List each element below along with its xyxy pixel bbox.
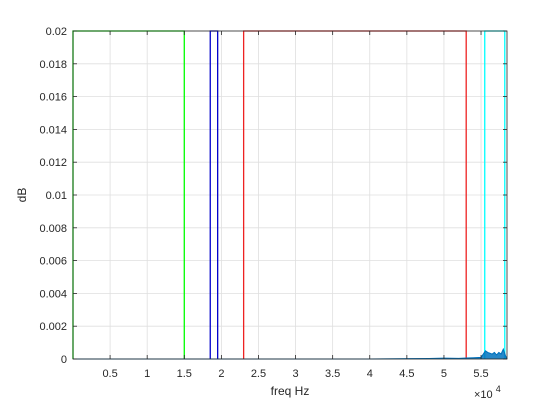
- x-axis-exponent-power: 4: [496, 384, 501, 394]
- y-tick-label: 0.008: [39, 223, 67, 235]
- y-axis: 0 0.002 0.004 0.006 0.008 0.01 0.012 0.014 0.016…: [39, 26, 507, 366]
- y-tick-label: 0: [61, 354, 67, 366]
- x-axis: 0.5 1 1.5 2 2.5 3 3.5 4 4.5 5 5.5: [102, 31, 489, 380]
- x-tick-label: 1.5: [177, 368, 192, 380]
- y-tick-label: 0.012: [39, 157, 67, 169]
- y-tick-label: 0.016: [39, 92, 67, 104]
- x-axis-exponent-base: ×10: [474, 389, 493, 401]
- x-tick-label: 3: [293, 368, 299, 380]
- x-tick-label: 5.5: [473, 368, 488, 380]
- y-tick-label: 0.01: [46, 190, 67, 202]
- y-tick-label: 0.018: [39, 59, 67, 71]
- x-tick-label: 2.5: [251, 368, 266, 380]
- x-tick-label: 5: [441, 368, 447, 380]
- x-tick-label: 4: [367, 368, 373, 380]
- y-tick-label: 0.006: [39, 256, 67, 268]
- x-tick-label: 0.5: [102, 368, 117, 380]
- y-tick-label: 0.014: [39, 124, 67, 136]
- x-tick-label: 1: [144, 368, 150, 380]
- x-axis-exponent: ×10 4: [474, 384, 501, 401]
- y-tick-label: 0.002: [39, 321, 67, 333]
- y-tick-label: 0.02: [46, 26, 67, 38]
- x-tick-label: 2: [218, 368, 224, 380]
- x-axis-label: freq Hz: [271, 384, 310, 398]
- x-tick-label: 3.5: [325, 368, 340, 380]
- y-tick-label: 0.004: [39, 288, 67, 300]
- y-axis-label: dB: [15, 188, 29, 203]
- x-tick-label: 4.5: [399, 368, 414, 380]
